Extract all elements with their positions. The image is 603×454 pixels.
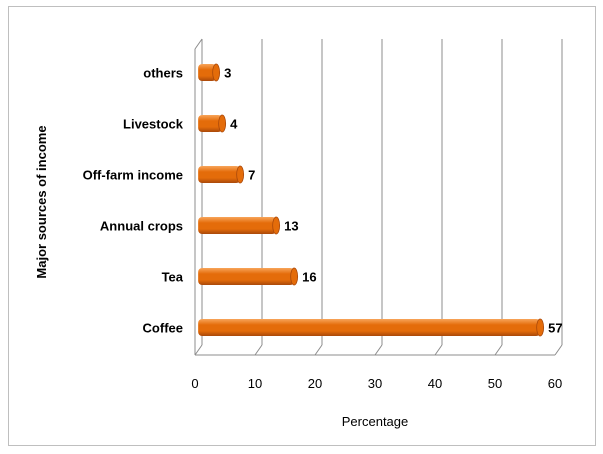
x-tick-label: 60 <box>548 376 562 391</box>
floor-tick <box>194 344 203 356</box>
bar-end-cap <box>212 63 221 82</box>
data-label: 7 <box>248 168 255 183</box>
bar-end-cap <box>536 318 545 337</box>
axes <box>194 38 563 356</box>
data-label: 13 <box>284 219 298 234</box>
bars <box>198 63 545 337</box>
floor-tick <box>314 344 323 356</box>
x-tick-label: 50 <box>488 376 502 391</box>
bar-chart: 0 10 20 30 40 50 60 Coffee 57 Tea 16 Annual crops 13… <box>34 38 563 429</box>
data-label: 57 <box>548 321 562 336</box>
x-tick-label: 30 <box>368 376 382 391</box>
bar-end-cap <box>290 267 299 286</box>
bar-end-cap <box>236 165 245 184</box>
data-label: 3 <box>224 66 231 81</box>
x-tick-label: 10 <box>248 376 262 391</box>
bar <box>198 217 277 234</box>
chart-frame: 0 10 20 30 40 50 60 Coffee 57 Tea 16 Annual crops 13… <box>8 6 596 446</box>
x-axis-title: Percentage <box>342 414 409 429</box>
bar <box>198 64 217 81</box>
bar <box>198 268 295 285</box>
floor-tick <box>554 344 563 356</box>
labels: 0 10 20 30 40 50 60 Coffee 57 Tea 16 Annual crops 13… <box>83 66 563 392</box>
bar-end-cap <box>272 216 281 235</box>
bar-end-cap <box>218 114 227 133</box>
floor-tick <box>374 344 383 356</box>
floor-tick <box>254 344 263 356</box>
data-label: 16 <box>302 270 316 285</box>
y-tick-label: Annual crops <box>100 219 183 234</box>
bar <box>198 115 223 132</box>
bar <box>198 319 541 336</box>
y-tick-label: Tea <box>162 270 184 285</box>
x-tick-label: 0 <box>191 376 198 391</box>
y-tick-label: Coffee <box>143 321 183 336</box>
data-label: 4 <box>230 117 238 132</box>
x-tick-label: 20 <box>308 376 322 391</box>
y-axis-title: Major sources of income <box>34 125 49 278</box>
floor-tick <box>434 344 443 356</box>
wall-edge-top <box>194 38 203 50</box>
bar <box>198 166 241 183</box>
y-tick-label: Off-farm income <box>83 168 183 183</box>
x-tick-label: 40 <box>428 376 442 391</box>
y-tick-label: Livestock <box>123 117 184 132</box>
floor-tick <box>494 344 503 356</box>
gridlines <box>201 39 563 345</box>
y-tick-label: others <box>143 66 183 81</box>
